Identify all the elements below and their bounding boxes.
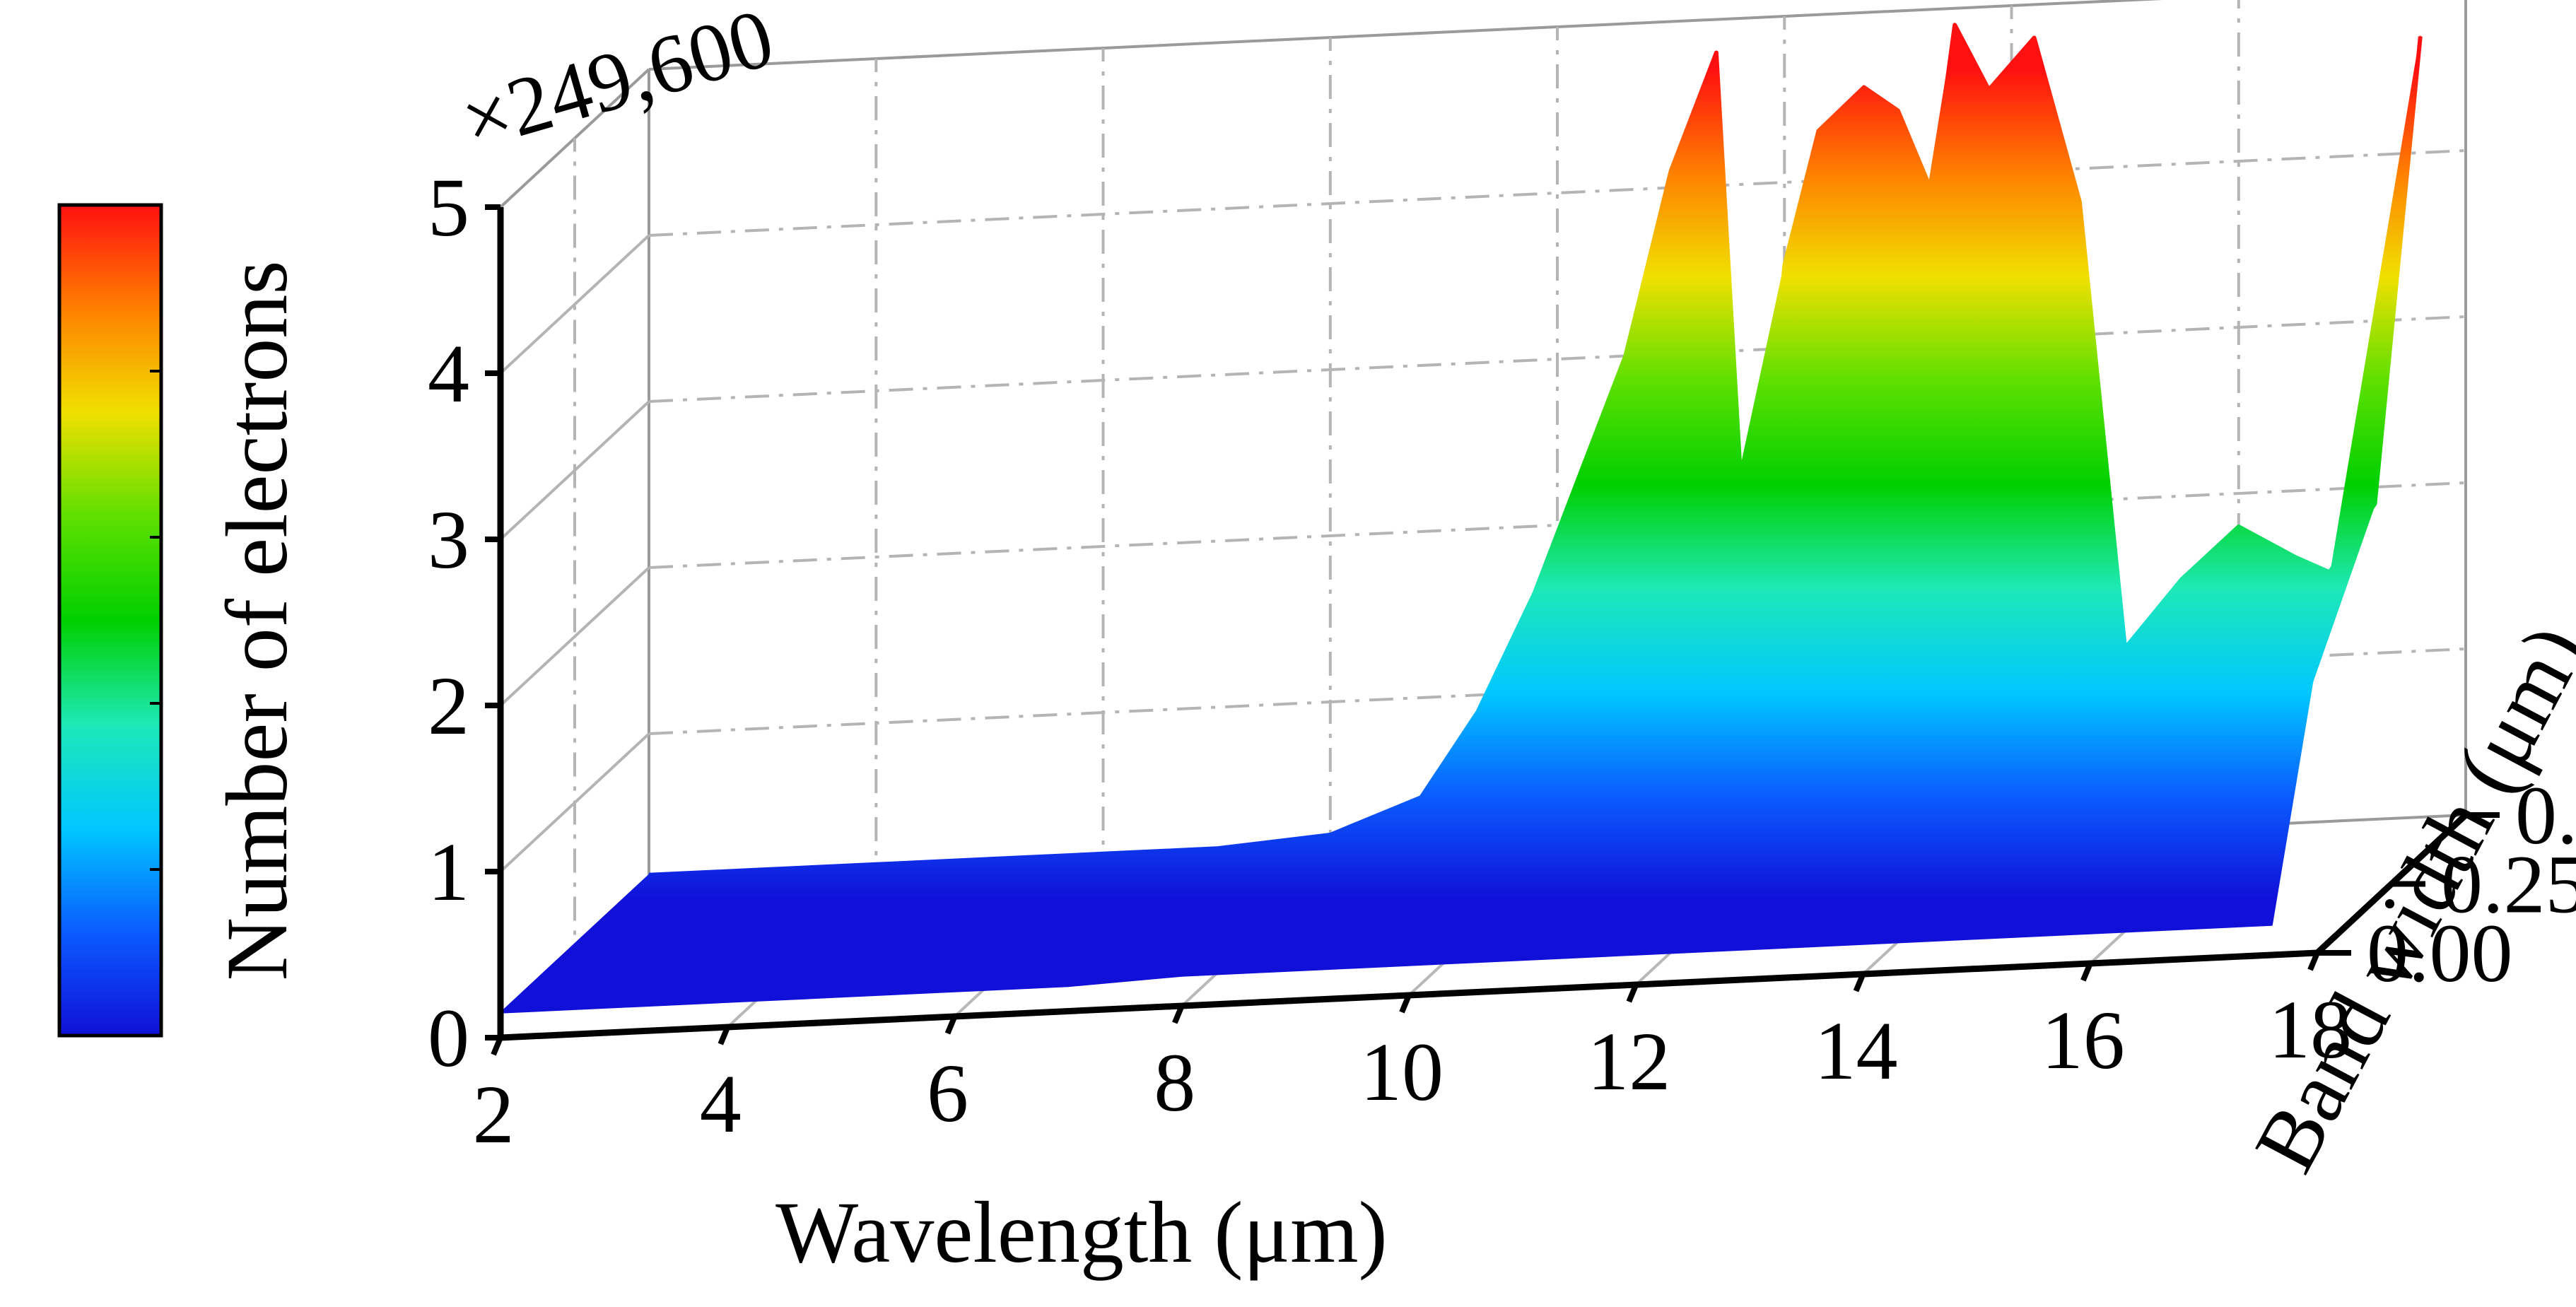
z-tick-label: 5 [428,161,469,254]
grid-back-z [648,315,2466,403]
x-tick [1853,973,1866,992]
z-ticks: 0 1 2 3 4 5 [428,161,500,1084]
scale-annotation: ×249,600 [452,0,783,168]
x-tick-label: 16 [2042,994,2125,1086]
x-tick [944,1015,958,1035]
x-tick [2080,962,2093,982]
x-tick-label: 10 [1360,1026,1444,1118]
y-ticks: 0.000.250.50 [2317,769,2576,1000]
z-tick-label: 3 [428,493,469,586]
grid-back-z [648,647,2466,735]
z-tick-label: 4 [428,327,469,420]
x-tick-label: 6 [927,1047,968,1139]
x-tick-label: 2 [473,1068,515,1161]
x-tick-label: 8 [1154,1036,1195,1129]
y-tick-label: 0.00 [2367,907,2513,1000]
x-tick-label: 14 [1815,1004,1898,1097]
colorbar-label: Number of electrons [209,260,305,980]
colorbar-fill [57,203,163,1038]
x-tick [1626,983,1639,1003]
colorbar [57,203,163,1038]
x-tick [718,1026,730,1045]
z-tick-label: 2 [428,660,469,752]
x-tick-label: 12 [1587,1015,1670,1108]
surface [500,23,2423,1014]
x-tick [1172,1004,1185,1024]
z-tick-label: 1 [428,826,469,918]
x-tick-label: 4 [700,1057,742,1150]
colorbar-ticks [150,370,161,871]
x-axis-title: Wavelength (μm) [775,1184,1388,1281]
grid-side-z [499,566,650,707]
x-tick-label: 18 [2268,983,2352,1076]
x-ticks: 2 4 6 8 10 12 14 16 18 [473,951,2352,1161]
surface-crest [648,23,2423,877]
y-tick-label: 0.50 [2515,769,2576,862]
z-tick-label: 0 [428,992,469,1084]
grid-back-z [648,149,2466,237]
grid-back-z [648,481,2466,569]
y-tick-label: 0.25 [2441,838,2576,931]
x-tick [2307,951,2320,971]
x-tick [1399,994,1412,1014]
grid-side-z [499,234,650,375]
